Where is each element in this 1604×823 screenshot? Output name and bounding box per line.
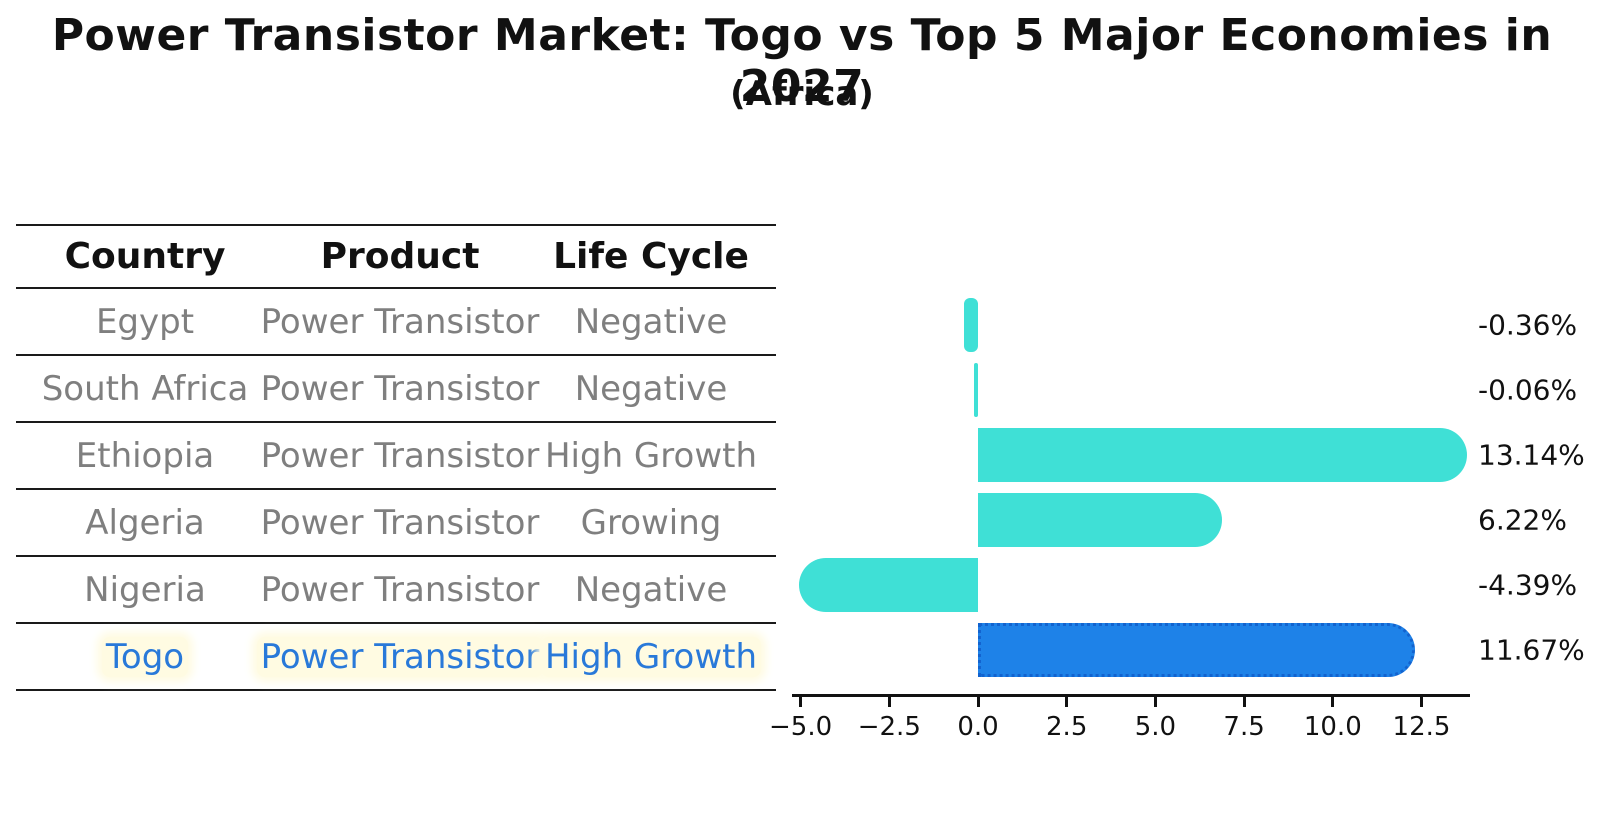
cell-life-cycle: Negative bbox=[574, 368, 728, 409]
x-tick-label: 10.0 bbox=[1303, 712, 1362, 742]
bar-value-label: 6.22% bbox=[1478, 503, 1567, 537]
bar-algeria bbox=[978, 493, 1222, 547]
x-tick-label: 5.0 bbox=[1134, 712, 1177, 742]
bar-south-africa bbox=[974, 363, 978, 417]
cell-country: Algeria bbox=[85, 502, 205, 543]
cell-product: Power Transistor bbox=[256, 636, 544, 677]
bar-value-label: -4.39% bbox=[1478, 568, 1578, 602]
column-header-label: Life Cycle bbox=[553, 236, 749, 277]
column-header-label: Product bbox=[320, 236, 480, 277]
table-row-nigeria: Nigeria Power Transistor Negative bbox=[16, 557, 776, 624]
cell-product: Power Transistor bbox=[260, 301, 540, 342]
x-tick-label: 2.5 bbox=[1046, 712, 1088, 742]
table-header-row: Country Product Life Cycle bbox=[16, 226, 776, 289]
table-row-ethiopia: Ethiopia Power Transistor High Growth bbox=[16, 423, 776, 490]
x-tick-mark bbox=[1420, 697, 1423, 707]
table-row-togo: Togo Power Transistor High Growth bbox=[16, 624, 776, 691]
x-tick-mark bbox=[799, 697, 803, 707]
table-row-algeria: Algeria Power Transistor Growing bbox=[16, 490, 776, 557]
x-tick-mark bbox=[887, 697, 891, 707]
cell-life-cycle: Negative bbox=[574, 569, 728, 610]
cell-life-cycle: Negative bbox=[574, 301, 728, 342]
column-header-label: Country bbox=[64, 236, 226, 277]
x-tick-label: −5.0 bbox=[769, 712, 833, 742]
x-tick-mark bbox=[1331, 697, 1335, 707]
bar-value-label: 13.14% bbox=[1478, 438, 1585, 472]
cell-country: Nigeria bbox=[84, 569, 206, 610]
x-tick-label: 0.0 bbox=[957, 712, 999, 742]
x-tick-mark bbox=[1153, 697, 1157, 707]
x-tick-mark bbox=[1242, 697, 1246, 707]
bar-egypt bbox=[963, 298, 978, 352]
cell-life-cycle: High Growth bbox=[544, 435, 758, 476]
x-axis-line bbox=[792, 694, 1470, 697]
x-tick-label: 12.5 bbox=[1392, 712, 1451, 742]
table-row-egypt: Egypt Power Transistor Negative bbox=[16, 289, 776, 356]
bar-value-label: -0.06% bbox=[1478, 373, 1578, 407]
cell-product: Power Transistor bbox=[260, 569, 540, 610]
column-header-life-cycle: Life Cycle bbox=[526, 236, 776, 277]
comparison-table: Country Product Life Cycle Egypt Power T… bbox=[16, 224, 776, 691]
chart-subtitle: (Africa) bbox=[730, 74, 874, 114]
bar-nigeria bbox=[799, 558, 978, 612]
chart-title: Power Transistor Market: Togo vs Top 5 M… bbox=[51, 10, 1553, 112]
bar-value-label: 11.67% bbox=[1478, 633, 1585, 667]
cell-product: Power Transistor bbox=[260, 502, 540, 543]
cell-country: Egypt bbox=[95, 301, 195, 342]
cell-country: Togo bbox=[101, 636, 189, 677]
x-tick-label: 7.5 bbox=[1223, 712, 1265, 742]
column-header-product: Product bbox=[274, 236, 526, 277]
cell-product: Power Transistor bbox=[260, 435, 540, 476]
bar-value-label: -0.36% bbox=[1478, 308, 1578, 342]
cell-country: Ethiopia bbox=[75, 435, 215, 476]
column-header-country: Country bbox=[16, 236, 274, 277]
x-tick-mark bbox=[976, 697, 980, 707]
table-row-south-africa: South Africa Power Transistor Negative bbox=[16, 356, 776, 423]
bar-ethiopia bbox=[978, 428, 1468, 482]
x-tick-mark bbox=[1065, 697, 1069, 707]
x-tick-label: −2.5 bbox=[857, 712, 921, 742]
cell-life-cycle: High Growth bbox=[540, 636, 762, 677]
cell-product: Power Transistor bbox=[260, 368, 540, 409]
cell-country: South Africa bbox=[41, 368, 249, 409]
cell-life-cycle: Growing bbox=[580, 502, 722, 543]
bar-togo bbox=[978, 623, 1416, 677]
